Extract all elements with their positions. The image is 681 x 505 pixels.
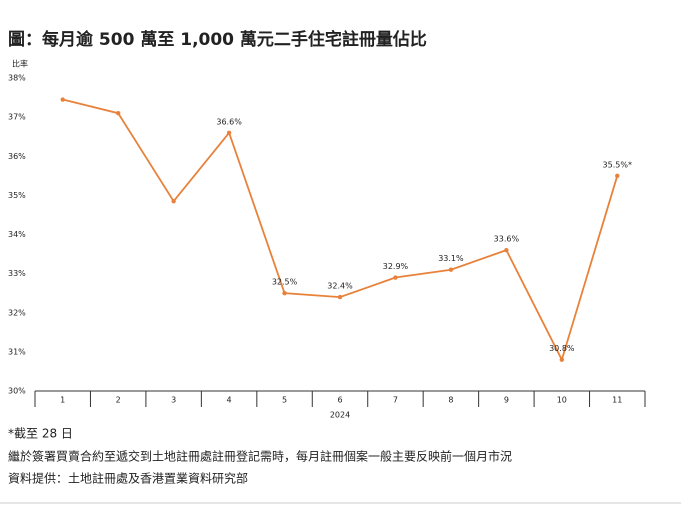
y-tick-label: 31% xyxy=(8,347,26,356)
data-label: 33.1% xyxy=(438,254,464,263)
x-tick-label: 2 xyxy=(116,396,121,405)
data-point xyxy=(504,247,509,253)
data-point xyxy=(60,97,65,102)
chart-title: 圖：每月逾 500 萬至 1,000 萬元二手住宅註冊量佔比 xyxy=(8,29,427,50)
x-tick-label: 7 xyxy=(393,396,398,405)
x-tick-label: 3 xyxy=(171,396,176,405)
x-axis-title: 2024 xyxy=(330,411,350,420)
x-tick-label: 4 xyxy=(227,396,232,405)
x-tick-label: 10 xyxy=(557,396,567,405)
data-point xyxy=(337,294,343,300)
data-point xyxy=(559,357,565,362)
y-tick-label: 35% xyxy=(8,191,26,200)
y-tick-label: 34% xyxy=(8,230,26,239)
y-tick-label: 33% xyxy=(8,269,26,278)
footnote: 繼於簽署買賣合約至遞交到土地註冊處註冊登記需時，每月註冊個案一般主要反映前一個月… xyxy=(8,449,512,464)
data-label: 32.9% xyxy=(383,262,409,271)
footnote: 資料提供：土地註冊處及香港置業資料研究部 xyxy=(8,471,248,486)
data-label: 33.6% xyxy=(494,235,520,244)
data-point xyxy=(448,267,454,272)
data-point xyxy=(115,111,121,116)
x-tick-label: 9 xyxy=(504,396,509,405)
data-label: 32.4% xyxy=(327,282,353,291)
x-tick-label: 11 xyxy=(612,396,622,405)
data-label: 30.8% xyxy=(549,344,575,353)
y-tick-label: 36% xyxy=(8,152,26,161)
data-point xyxy=(393,275,398,280)
y-axis-title: 比率 xyxy=(12,59,28,69)
data-point xyxy=(282,290,287,296)
y-tick-label: 38% xyxy=(8,74,26,83)
y-tick-label: 37% xyxy=(8,113,26,122)
x-tick-label: 5 xyxy=(282,396,287,405)
x-tick-label: 8 xyxy=(448,396,453,405)
data-point xyxy=(226,130,232,135)
x-tick-label: 6 xyxy=(337,396,342,405)
y-tick-label: 30% xyxy=(8,387,26,396)
line-series xyxy=(62,98,619,363)
data-point xyxy=(615,173,620,179)
y-tick-label: 32% xyxy=(8,308,26,317)
data-point xyxy=(171,199,176,204)
data-label: 35.5%* xyxy=(603,160,632,169)
x-tick-label: 1 xyxy=(60,396,65,405)
data-label: 36.6% xyxy=(216,117,242,126)
data-label: 32.5% xyxy=(272,278,298,287)
footnote: *截至 28 日 xyxy=(8,427,73,441)
